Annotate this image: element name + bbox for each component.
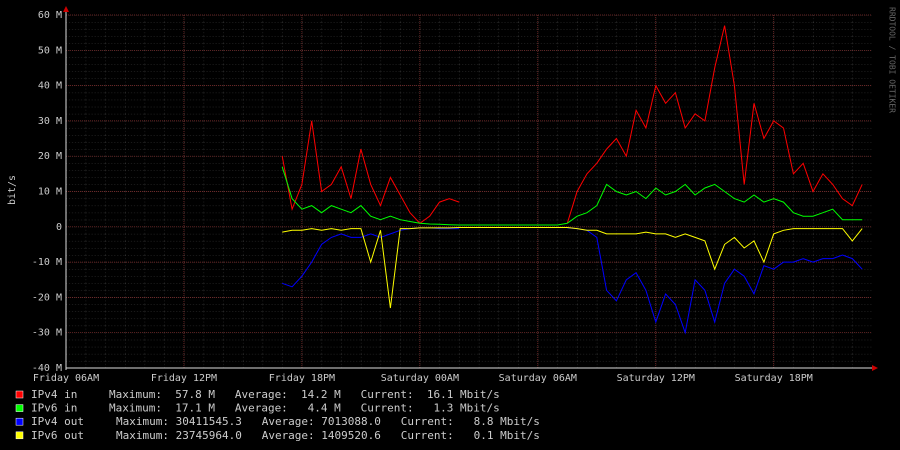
legend-stats: Maximum: 17.1 M Average: 4.4 M Current: … xyxy=(109,402,500,415)
y-tick-label: 40 M xyxy=(38,81,62,92)
y-tick-label: -20 M xyxy=(32,292,62,303)
x-tick-label: Friday 18PM xyxy=(269,373,335,384)
x-arrow xyxy=(872,365,878,371)
legend-label: IPv4 in xyxy=(31,388,77,401)
legend-swatch xyxy=(15,390,24,399)
series-line xyxy=(281,25,863,224)
y-tick-label: 0 xyxy=(56,222,62,233)
series-line xyxy=(282,227,863,309)
series-line xyxy=(281,166,863,226)
x-tick-label: Saturday 18PM xyxy=(735,373,813,384)
y-tick-label: 50 M xyxy=(38,45,62,56)
legend-swatch xyxy=(15,404,24,412)
y-tick-label: -30 M xyxy=(32,328,62,339)
y-tick-label: 60 M xyxy=(38,10,62,21)
y-axis-label: bit/s xyxy=(7,175,18,205)
x-tick-label: Saturday 00AM xyxy=(381,373,459,384)
y-arrow xyxy=(63,6,69,12)
y-tick-label: 20 M xyxy=(38,151,62,162)
legend-swatch xyxy=(15,417,24,426)
x-tick-label: Saturday 06AM xyxy=(499,373,577,384)
watermark: RRDTOOL / TOBI OETIKER xyxy=(888,7,897,113)
legend-stats: Maximum: 30411545.3 Average: 7013088.0 C… xyxy=(116,415,540,428)
x-tick-label: Friday 06AM xyxy=(33,373,99,384)
y-tick-label: -40 M xyxy=(32,363,62,374)
y-tick-label: 10 M xyxy=(38,187,62,198)
x-tick-label: Friday 12PM xyxy=(151,373,217,384)
legend-label: IPv6 out xyxy=(31,429,84,442)
x-tick-label: Saturday 12PM xyxy=(617,373,695,384)
legend-swatch xyxy=(15,431,24,440)
legend-label: IPv4 out xyxy=(31,415,84,428)
legend-stats: Maximum: 57.8 M Average: 14.2 M Current:… xyxy=(109,388,500,401)
legend-stats: Maximum: 23745964.0 Average: 1409520.6 C… xyxy=(116,429,540,442)
y-tick-label: -10 M xyxy=(32,257,62,268)
legend-label: IPv6 in xyxy=(31,402,77,415)
y-tick-label: 30 M xyxy=(38,116,62,127)
